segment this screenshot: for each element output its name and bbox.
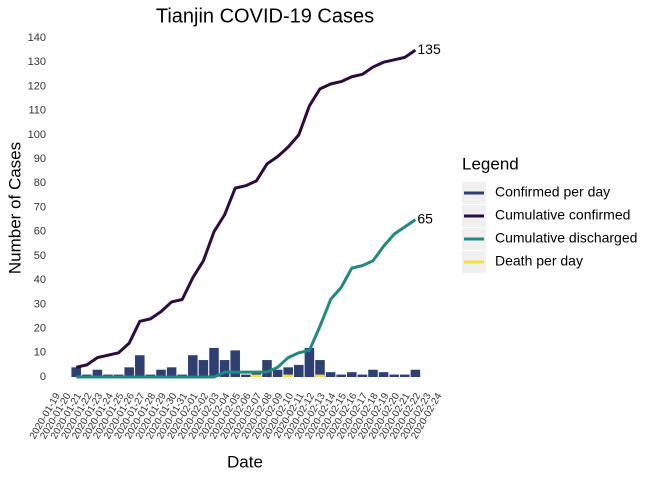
bar: [166, 367, 177, 377]
bar: [410, 369, 421, 377]
bar: [325, 372, 336, 377]
bar: [251, 372, 262, 377]
y-tick-label: 100: [28, 129, 46, 141]
bar: [92, 369, 103, 377]
bar: [251, 374, 262, 377]
y-tick-label: 80: [34, 177, 46, 189]
bar: [230, 350, 240, 377]
annotation: 65: [417, 210, 433, 226]
bar: [336, 374, 346, 377]
bar: [315, 360, 325, 377]
y-tick-label: 120: [28, 80, 46, 92]
legend-title: Legend: [462, 154, 519, 173]
bar: [135, 355, 145, 377]
y-tick-label: 110: [28, 105, 46, 117]
bar: [198, 360, 209, 377]
y-tick-label: 30: [34, 298, 46, 310]
bar: [124, 367, 134, 377]
legend-label: Cumulative confirmed: [495, 207, 630, 223]
bar: [71, 367, 81, 377]
bar: [241, 374, 251, 377]
y-tick-label: 90: [34, 153, 46, 165]
bar: [262, 360, 272, 377]
bar: [272, 369, 283, 377]
bar: [283, 367, 293, 377]
bar: [368, 369, 378, 377]
bar: [400, 374, 410, 377]
bar: [378, 372, 389, 377]
bar: [304, 347, 315, 377]
y-tick-label: 0: [40, 371, 46, 383]
bar: [315, 374, 325, 377]
y-tick-label: 20: [34, 322, 46, 334]
line: [76, 218, 417, 379]
line: [75, 48, 417, 369]
legend-label: Confirmed per day: [495, 184, 610, 200]
annotation: 135: [417, 41, 441, 57]
bar: [209, 347, 219, 377]
x-axis-label: Date: [227, 452, 263, 471]
y-tick-label: 140: [28, 32, 46, 44]
bar: [294, 364, 304, 377]
y-tick-label: 40: [34, 274, 46, 286]
bar: [357, 374, 368, 377]
y-tick-label: 60: [34, 226, 46, 238]
y-tick-label: 130: [28, 56, 46, 68]
chart-title: Tianjin COVID-19 Cases: [156, 5, 374, 27]
y-axis-label: Number of Cases: [5, 142, 24, 274]
bar: [283, 374, 293, 377]
bar: [156, 369, 166, 377]
y-tick-label: 70: [34, 201, 46, 213]
bar: [389, 374, 399, 377]
legend-label: Cumulative discharged: [495, 230, 637, 246]
bar: [347, 372, 357, 377]
y-tick-label: 10: [34, 347, 46, 359]
y-tick-label: 50: [34, 250, 46, 262]
legend-label: Death per day: [495, 253, 583, 269]
bar: [219, 360, 230, 377]
bar: [188, 355, 198, 377]
